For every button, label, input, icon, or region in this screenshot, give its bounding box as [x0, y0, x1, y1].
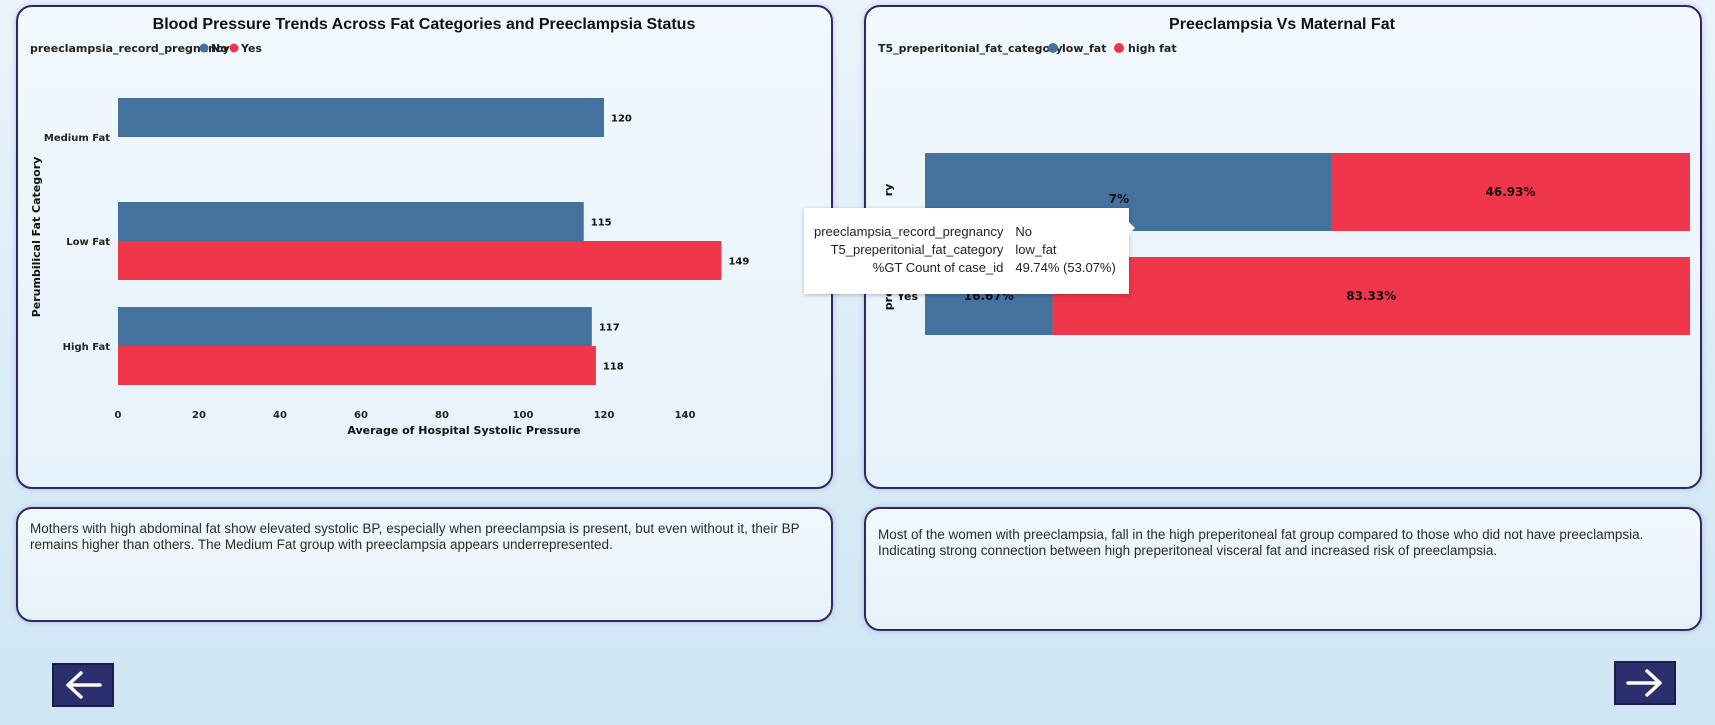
x-axis-title: Average of Hospital Systolic Pressure	[347, 424, 580, 437]
bar-data-label: 46.93%	[1486, 185, 1536, 199]
y-axis-title-text: Perumbilical Fat Category	[30, 157, 43, 318]
plot-area: Medium Fat 120 Low Fat 115 149 High Fat 117 118…	[44, 98, 749, 421]
tooltip-box: preeclampsia_record_pregnancy No T5_prep…	[804, 208, 1129, 294]
arrow-left-icon	[62, 668, 104, 702]
bar-yes-low-fat	[118, 241, 721, 280]
tooltip-row: %GT Count of case_id 49.74% (53.07%)	[814, 260, 1116, 275]
x-tick-label: 140	[675, 410, 696, 421]
legend-marker-high-fat	[1114, 43, 1124, 53]
tooltip-pointer	[1127, 220, 1135, 236]
tooltip-value: No	[1015, 224, 1115, 242]
y-tick-label: Medium Fat	[44, 133, 110, 144]
tooltip-value: low_fat	[1015, 242, 1115, 260]
tooltip-table: preeclampsia_record_pregnancy No T5_prep…	[814, 224, 1116, 275]
x-tick-label: 20	[192, 410, 206, 421]
bar-data-label-partial: 7%	[1109, 192, 1129, 206]
bp-trends-chart: Blood Pressure Trends Across Fat Categor…	[18, 7, 831, 487]
chart-title: Preeclampsia Vs Maternal Fat	[1169, 16, 1396, 33]
legend-label-low_fat: low_fat	[1062, 42, 1106, 55]
bar-data-label: 117	[599, 323, 620, 334]
tooltip-row: preeclampsia_record_pregnancy No	[814, 224, 1116, 242]
x-tick-label: 120	[594, 410, 615, 421]
x-tick-label: 100	[513, 410, 534, 421]
y-tick-label: Low Fat	[66, 237, 110, 248]
y-tick-label: High Fat	[63, 342, 111, 353]
bar-data-label: 118	[603, 362, 624, 373]
bar-no-medium-fat	[118, 98, 604, 137]
legend-label-yes: Yes	[240, 42, 262, 55]
legend-label-no: No	[211, 42, 228, 55]
bar-data-label: 120	[611, 114, 632, 125]
arrow-right-icon	[1624, 666, 1666, 700]
legend-marker-no	[200, 44, 209, 53]
tooltip-key: %GT Count of case_id	[814, 260, 1015, 275]
x-tick-label: 0	[115, 410, 122, 421]
left-insight-box: Mothers with high abdominal fat show ele…	[16, 507, 833, 622]
y-axis-title: Perumbilical Fat Category	[30, 157, 43, 318]
chart-title: Blood Pressure Trends Across Fat Categor…	[153, 16, 696, 33]
tooltip-value: 49.74% (53.07%)	[1015, 260, 1115, 275]
x-tick-label: 60	[354, 410, 368, 421]
bar-yes-high-fat	[118, 346, 596, 385]
bar-no-high-fat	[118, 307, 592, 346]
legend-label-high-fat: high fat	[1128, 42, 1177, 55]
bar-no-low-fat	[118, 202, 584, 241]
left-insight-text: Mothers with high abdominal fat show ele…	[30, 521, 817, 553]
y-axis-title-fragment: ry	[882, 184, 895, 197]
bp-trends-chart-panel: Blood Pressure Trends Across Fat Categor…	[16, 5, 833, 489]
back-button[interactable]	[52, 663, 114, 707]
right-insight-text: Most of the women with preeclampsia, fal…	[878, 527, 1686, 559]
right-insight-box: Most of the women with preeclampsia, fal…	[864, 507, 1702, 631]
x-tick-label: 40	[273, 410, 287, 421]
legend-title: T5_preperitonial_fat_category	[878, 42, 1063, 55]
bar-data-label: 149	[728, 257, 749, 268]
tooltip-row: T5_preperitonial_fat_category low_fat	[814, 242, 1116, 260]
bar-data-label: 115	[591, 218, 612, 229]
tooltip-key: T5_preperitonial_fat_category	[814, 242, 1015, 260]
legend-marker-yes	[230, 44, 239, 53]
tooltip-key: preeclampsia_record_pregnancy	[814, 224, 1015, 242]
bar-data-label: 83.33%	[1346, 289, 1396, 303]
next-button[interactable]	[1614, 661, 1676, 705]
legend-marker-low_fat	[1048, 43, 1058, 53]
x-tick-label: 80	[435, 410, 449, 421]
legend: T5_preperitonial_fat_category low_fat high…	[878, 42, 1177, 55]
